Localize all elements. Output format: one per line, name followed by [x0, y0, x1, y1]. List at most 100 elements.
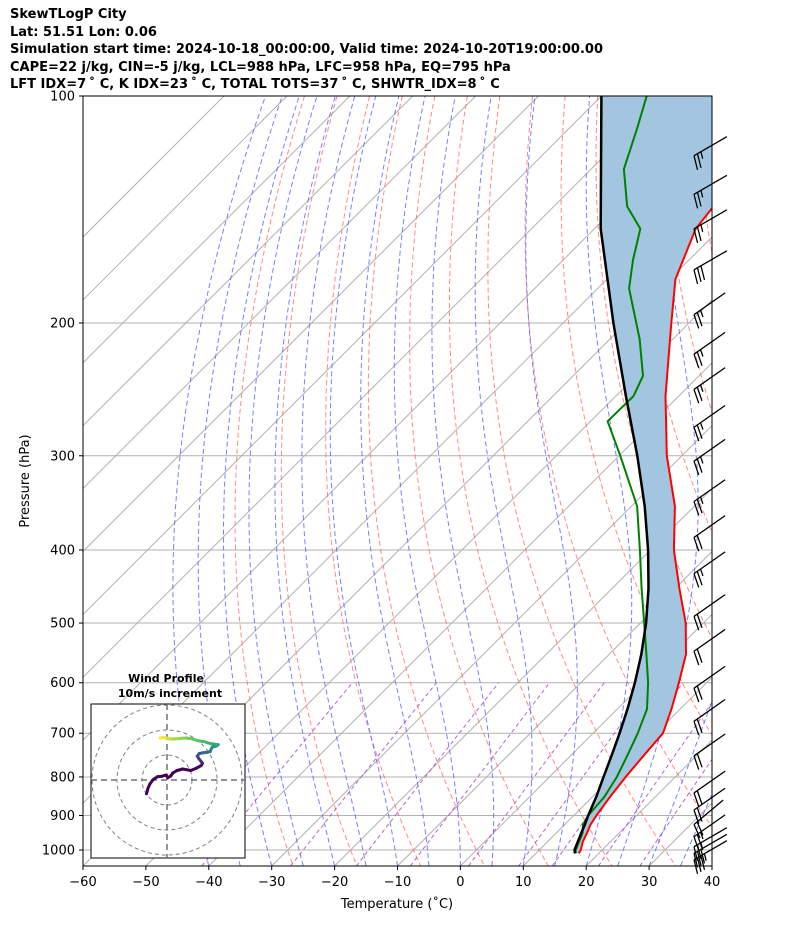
moist-adiabat: [248, 96, 318, 866]
wind-barb: [693, 840, 728, 874]
barb-flag: [693, 353, 700, 369]
isotherm: [83, 96, 414, 427]
x-tick-label: 40: [704, 875, 721, 890]
wind-barb: [693, 136, 728, 170]
barb-flag: [696, 458, 703, 473]
barb-flag: [693, 616, 700, 631]
wind-barb: [693, 665, 726, 703]
y-tick-label: 1000: [42, 844, 75, 859]
barb-flag: [693, 859, 699, 874]
wind-barb: [693, 814, 726, 851]
barb-flag: [696, 192, 702, 207]
cape-shading: [574, 96, 712, 854]
plot-area: [83, 96, 794, 866]
barb-half-flag: [703, 853, 707, 861]
barb-staff: [693, 665, 726, 689]
isotherm: [271, 424, 712, 866]
barb-flag: [696, 851, 702, 866]
moist-adiabat: [301, 96, 367, 866]
barb-flag: [693, 573, 700, 588]
wind-barb: [693, 515, 726, 552]
barb-flag: [696, 821, 704, 836]
x-tick-label: −50: [132, 875, 159, 890]
barb-flag: [693, 721, 700, 736]
dry-adiabat: [560, 96, 712, 737]
barb-flag: [696, 534, 703, 550]
moist-adiabat: [172, 96, 266, 866]
isotherm: [83, 96, 665, 679]
index-params-line: LFT IDX=7 ˚ C, K IDX=23 ˚ C, TOTAL TOTS=…: [10, 77, 500, 93]
barb-flag: [696, 834, 703, 849]
wind-barb: [693, 331, 726, 369]
wind-barb: [693, 628, 726, 666]
barb-half-flag: [699, 309, 704, 318]
temperature-line: [577, 206, 712, 854]
y-tick-label: 300: [50, 449, 75, 464]
barb-flag: [696, 685, 703, 700]
dry-adiabat: [487, 96, 677, 866]
wind-barb: [693, 250, 728, 285]
barb-staff: [693, 209, 728, 230]
barb-flag: [696, 153, 702, 168]
hodograph-inset: Wind Profile 10m/s increment: [90, 672, 246, 859]
wind-barb: [693, 438, 726, 476]
barb-staff: [693, 833, 728, 854]
x-tick-label: −40: [195, 875, 222, 890]
barb-flag: [696, 386, 703, 402]
moist-adiabat: [274, 96, 336, 866]
x-tick-label: 0: [456, 875, 464, 890]
dry-adiabat: [234, 96, 305, 866]
barb-half-flag: [699, 568, 704, 577]
isotherm: [83, 96, 351, 364]
wind-barb: [693, 479, 726, 516]
isotherm: [83, 96, 225, 238]
barb-flag: [693, 537, 700, 552]
dry-adiabat: [728, 96, 794, 866]
dry-adiabat: [367, 96, 485, 866]
x-tick-label: 20: [578, 875, 595, 890]
moist-adiabat: [744, 96, 794, 866]
barb-staff: [693, 840, 728, 861]
hodograph-segment: [158, 736, 165, 740]
dry-adiabat: [325, 96, 422, 866]
barb-half-flag: [699, 384, 704, 392]
barb-flag: [693, 836, 700, 851]
barb-half-flag: [699, 422, 704, 430]
isotherm: [460, 613, 712, 866]
barb-flag: [693, 427, 700, 442]
wind-barbs: [693, 136, 728, 874]
barb-flag: [693, 755, 700, 770]
barb-flag: [696, 790, 703, 805]
dry-adiabat: [448, 96, 613, 866]
barb-staff: [693, 331, 726, 355]
barb-staff: [693, 479, 726, 503]
mixing-ratio-line: [409, 682, 550, 866]
parcel-line: [573, 96, 650, 854]
y-tick-label: 100: [50, 90, 75, 105]
moist-adiabat: [197, 96, 283, 866]
y-tick-label: 900: [50, 809, 75, 824]
hodograph-title: Wind Profile: [128, 672, 204, 685]
x-tick-label: 10: [515, 875, 532, 890]
moist-adiabat: [474, 96, 533, 866]
x-tick-label: −30: [258, 875, 285, 890]
barb-staff: [693, 367, 726, 390]
barb-staff: [693, 292, 726, 316]
dry-adiabat: [409, 96, 549, 866]
barb-flag: [693, 792, 700, 807]
stability-params-line: CAPE=22 j/kg, CIN=-5 j/kg, LCL=988 hPa, …: [10, 59, 511, 75]
x-axis-label: Temperature (˚C): [340, 896, 453, 912]
isotherm: [334, 487, 712, 866]
wind-barb: [693, 367, 726, 404]
barb-flag: [693, 269, 699, 285]
wind-barb: [693, 551, 726, 588]
isotherm: [83, 96, 539, 553]
time-line: Simulation start time: 2024-10-18_00:00:…: [10, 42, 603, 58]
mixing-ratio-line: [468, 682, 605, 866]
y-tick-label: 700: [50, 727, 75, 742]
moist-adiabat: [617, 96, 699, 866]
mixing-ratio-line: [597, 701, 712, 866]
barb-flag: [693, 824, 701, 839]
barb-staff: [693, 551, 726, 575]
